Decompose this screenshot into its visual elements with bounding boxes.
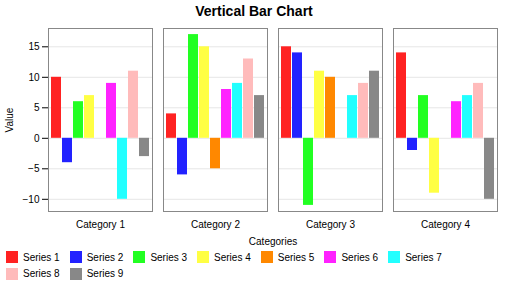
svg-text:5: 5 xyxy=(34,102,40,113)
html-text:Series 8: Series 8 xyxy=(23,268,60,280)
svg-text:−10: −10 xyxy=(23,194,40,205)
html-text:Series 1: Series 1 xyxy=(23,251,60,263)
svg-text:Category 4: Category 4 xyxy=(421,219,470,230)
html-text:Series 4: Series 4 xyxy=(214,251,251,263)
svg-text:Category 2: Category 2 xyxy=(191,219,240,230)
html-text:Series 9: Series 9 xyxy=(86,268,124,280)
html-text:Series 7: Series 7 xyxy=(405,251,442,263)
svg-text:10: 10 xyxy=(28,72,40,83)
svg-text:Category 1: Category 1 xyxy=(76,219,125,230)
html-text:Series 5: Series 5 xyxy=(277,251,315,263)
svg-text:Value: Value xyxy=(4,107,15,132)
svg-text:0: 0 xyxy=(34,133,40,144)
html-text:Vertical Bar Chart: Vertical Bar Chart xyxy=(195,3,313,19)
html-text:Series 3: Series 3 xyxy=(150,251,188,263)
svg-text:Categories: Categories xyxy=(249,236,297,247)
svg-text:15: 15 xyxy=(28,41,40,52)
svg-text:−5: −5 xyxy=(28,163,40,174)
html-text:Series 6: Series 6 xyxy=(341,251,379,263)
html-text:Series 2: Series 2 xyxy=(86,251,124,263)
svg-text:Category 3: Category 3 xyxy=(306,219,355,230)
